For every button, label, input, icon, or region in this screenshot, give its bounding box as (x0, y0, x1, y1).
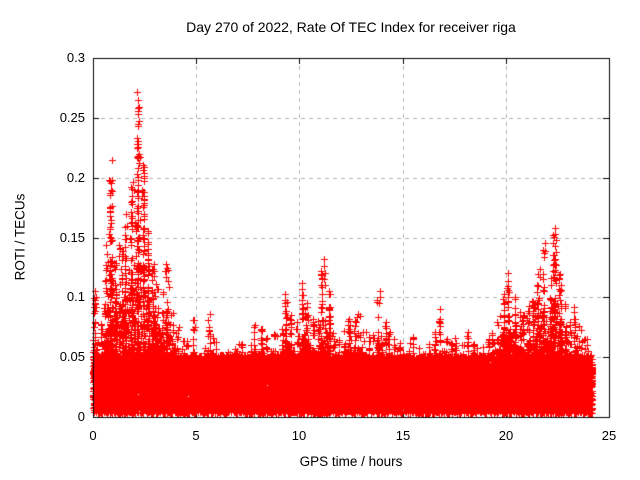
x-tick-label: 10 (291, 428, 307, 443)
y-tick-label: 0.2 (66, 170, 85, 185)
y-tick-label: 0.05 (59, 349, 85, 364)
y-tick-label: 0 (77, 409, 85, 424)
x-axis-label: GPS time / hours (299, 454, 403, 469)
y-tick-label: 0.3 (66, 50, 85, 65)
x-tick-label: 25 (601, 428, 617, 443)
x-tick-label: 0 (89, 428, 97, 443)
y-tick-label: 0.25 (59, 110, 85, 125)
x-tick-label: 20 (498, 428, 514, 443)
x-tick-label: 5 (192, 428, 200, 443)
y-tick-label: 0.15 (59, 230, 85, 245)
chart-title: Day 270 of 2022, Rate Of TEC Index for r… (186, 19, 516, 35)
y-tick-label: 0.1 (66, 289, 85, 304)
x-tick-label: 15 (395, 428, 411, 443)
